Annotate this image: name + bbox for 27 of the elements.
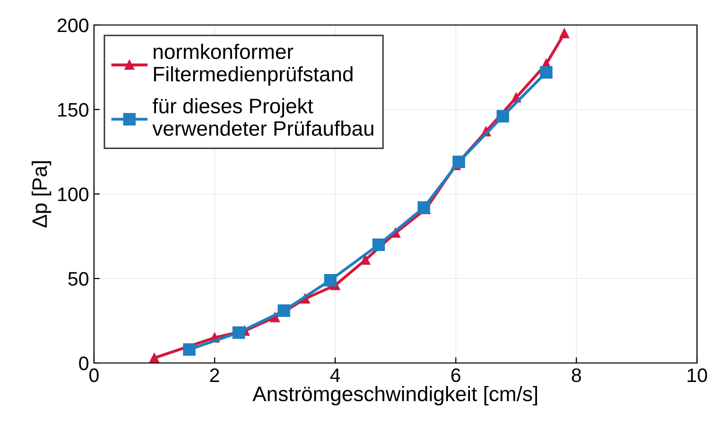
point — [149, 353, 160, 363]
x-tick-label: 10 — [688, 368, 708, 382]
x-tick-label: 4 — [330, 368, 340, 382]
point — [559, 28, 570, 38]
y-tick-label: 200 — [58, 18, 88, 32]
x-axis-title: Anströmgeschwindigkeit [cm/s] — [252, 386, 538, 406]
y-axis-title: Δp [Pa] — [32, 161, 52, 228]
x-tick-label: 2 — [210, 368, 220, 382]
legend-label: normkonformer Filtermedienprüfstand — [154, 44, 352, 86]
point — [232, 326, 245, 339]
legend-label: für dieses Projekt verwendeter Prüfaufbau — [152, 98, 374, 136]
point — [540, 66, 552, 79]
y-tick-label: 150 — [58, 102, 88, 117]
y-tick-label: 100 — [58, 187, 88, 202]
point — [452, 156, 466, 168]
point — [183, 343, 196, 356]
point — [418, 201, 430, 214]
x-tick-label: 6 — [451, 368, 460, 382]
point — [372, 238, 385, 251]
x-tick-label: 0 — [89, 368, 99, 382]
x-tick-label: 8 — [572, 368, 581, 382]
point — [278, 304, 290, 317]
point — [360, 255, 370, 265]
point — [496, 110, 510, 123]
y-tick-label: 0 — [79, 356, 88, 370]
y-tick-label: 50 — [68, 272, 88, 286]
point — [324, 274, 337, 286]
